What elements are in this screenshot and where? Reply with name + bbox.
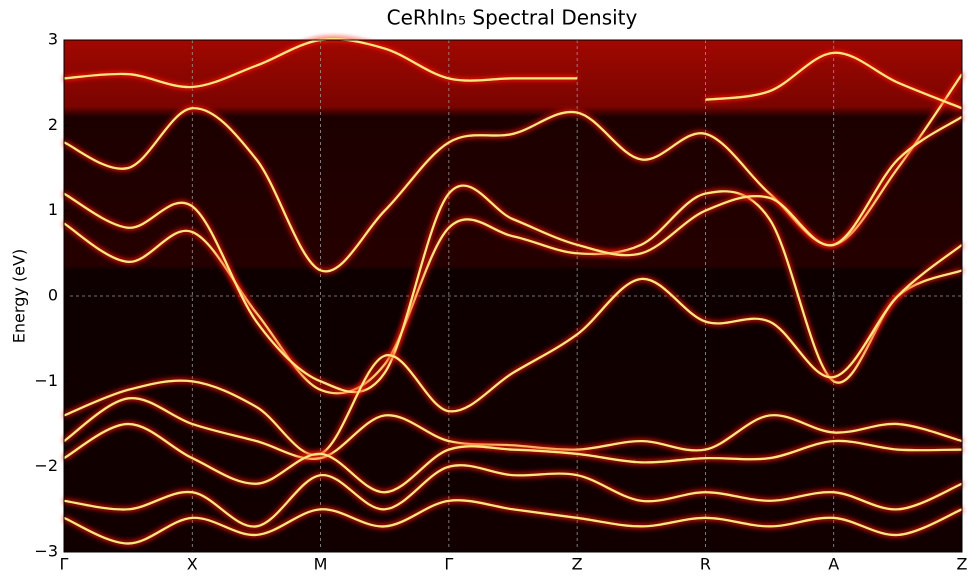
x-tick-label: M [314, 555, 328, 574]
y-tick-label: −2 [34, 456, 58, 475]
x-tick-label: R [700, 555, 711, 574]
y-tick-label: 2 [48, 115, 58, 134]
band-line [63, 397, 963, 460]
x-tick-label: X [187, 555, 198, 574]
y-axis-label: Energy (eV) [10, 249, 29, 343]
chart-title: CeRhIn₅ Spectral Density [387, 6, 638, 30]
x-tick-label: Z [957, 555, 968, 574]
x-tick-label: Γ [444, 555, 453, 574]
x-tick-label: Γ [60, 555, 69, 574]
band-line [63, 499, 963, 545]
x-tick-label: Z [572, 555, 583, 574]
plot-area [63, 38, 963, 552]
y-tick-label: 0 [48, 286, 58, 305]
x-tick-label: A [828, 555, 839, 574]
band-line [63, 422, 963, 494]
plot-background [64, 40, 962, 552]
y-tick-label: −3 [34, 542, 58, 561]
y-tick-label: 3 [48, 30, 58, 49]
band-line [63, 243, 963, 457]
y-tick-label: −1 [34, 371, 58, 390]
band-line [63, 115, 963, 394]
y-tick-label: 1 [48, 200, 58, 219]
band-line [63, 464, 963, 528]
band-line [63, 190, 963, 395]
